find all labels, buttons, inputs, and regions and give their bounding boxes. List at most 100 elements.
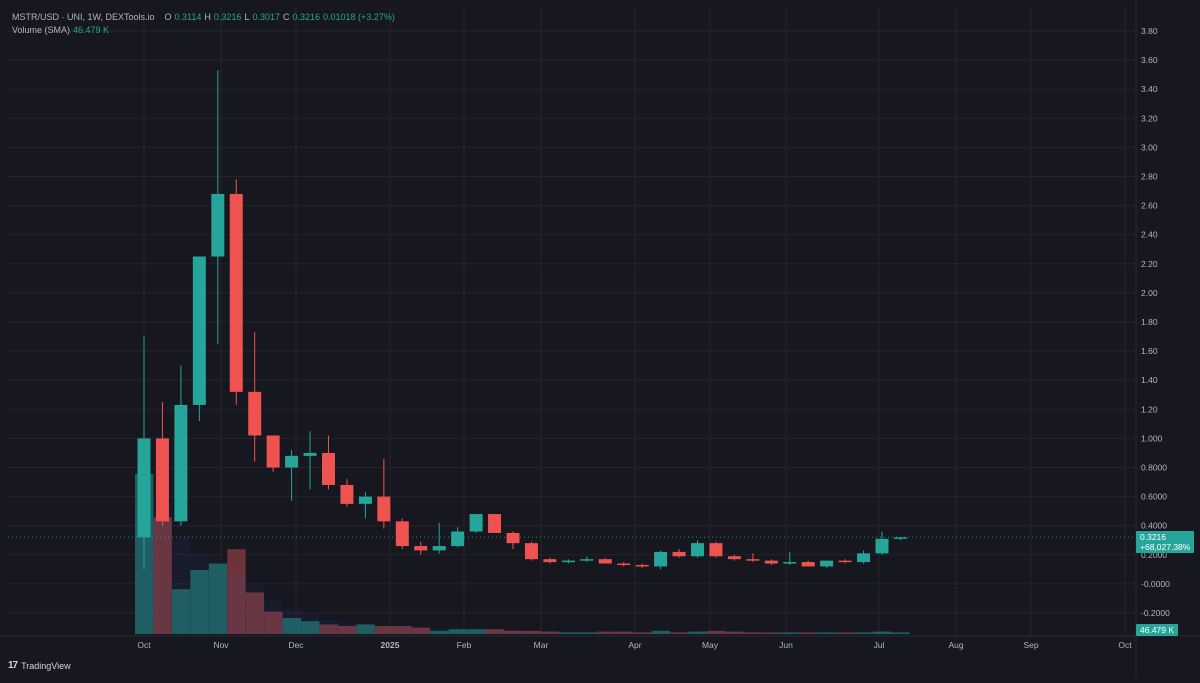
candle [709, 541, 723, 558]
candle [820, 560, 834, 568]
volume-sma-bar [836, 632, 855, 634]
candle-body [764, 560, 778, 564]
volume-label[interactable]: Volume (SMA) [12, 25, 71, 35]
ohlc-change-value: 0.01018 (+3.27%) [323, 12, 395, 22]
candle-body [857, 553, 871, 563]
volume-bar [282, 618, 301, 634]
volume-bar [430, 630, 449, 634]
volume-bar [688, 631, 707, 634]
x-tick-label: Mar [534, 640, 549, 650]
x-tick-label: Apr [628, 640, 641, 650]
volume-sma-bar [725, 631, 744, 634]
candle-body [875, 538, 889, 554]
candle [322, 435, 335, 490]
volume-bar [559, 632, 578, 634]
candle [506, 531, 520, 549]
candle [746, 553, 760, 563]
candle [893, 537, 907, 541]
symbol-name[interactable]: MSTR/USD · UNI, 1W, DEXTools.io [12, 12, 155, 22]
x-tick-label: Jul [874, 640, 885, 650]
y-tick-label: 3.40 [1141, 84, 1158, 94]
volume-bar [780, 632, 800, 634]
volume-bar [448, 629, 468, 634]
candle [137, 336, 151, 570]
volume-bar [208, 563, 228, 634]
volume-sma-bar [171, 538, 191, 634]
y-tick-label: 0.2000 [1141, 550, 1167, 560]
candle-body [506, 532, 520, 544]
ohlc-open-key: O [164, 12, 172, 22]
y-tick-label: 1.20 [1141, 404, 1158, 414]
candle [801, 560, 815, 567]
tradingview-logo-icon: 17 [8, 660, 18, 671]
candle [192, 256, 206, 421]
candle-body [174, 404, 188, 522]
volume-bar [485, 629, 504, 634]
volume-bar [264, 611, 283, 634]
volume-bar [854, 632, 873, 634]
candle [617, 562, 631, 567]
volume-bar [670, 632, 689, 634]
volume-sma-bar [596, 631, 615, 634]
y-tick-label: -0.2000 [1141, 608, 1170, 618]
candle-body [229, 193, 243, 392]
volume-bar [762, 632, 781, 634]
tradingview-branding[interactable]: 17 TradingView [8, 660, 71, 671]
candle-body [543, 559, 557, 563]
candle [764, 559, 778, 565]
y-tick-label: 2.60 [1141, 201, 1158, 211]
volume-sma-bar [319, 619, 338, 634]
volume-bar [633, 632, 652, 634]
x-tick-label: Oct [1118, 640, 1132, 650]
candle [358, 492, 372, 519]
candle-body [820, 560, 834, 567]
candle-body [137, 438, 151, 538]
volume-sma-bar [504, 630, 523, 634]
volume-bar [411, 627, 431, 634]
y-tick-label: 0.6000 [1141, 492, 1167, 502]
volume-bar [393, 626, 412, 634]
volume-sma-bar [485, 629, 504, 634]
volume-sma-bar [227, 573, 246, 634]
candle [229, 179, 243, 405]
volume-sma-bar [301, 614, 320, 634]
last-price-change: +68,027.38% [1140, 542, 1191, 552]
candle [672, 548, 686, 558]
volume-bar [817, 632, 837, 634]
candle [857, 550, 871, 564]
volume-sma-bar [245, 586, 265, 634]
candle [303, 431, 317, 490]
volume-bar [614, 631, 634, 634]
x-tick-label: Dec [288, 640, 304, 650]
volume-sma-bar [780, 632, 800, 634]
volume-sma-bar [430, 628, 449, 634]
x-tick-label: Oct [137, 640, 151, 650]
x-tick-label: Feb [457, 640, 472, 650]
ohlc-close-key: C [282, 12, 290, 22]
volume-sma-bar [374, 626, 394, 634]
candle-body [303, 452, 317, 456]
volume-bar [467, 629, 486, 634]
candles-group [137, 70, 907, 570]
candle [838, 559, 852, 564]
candle [543, 557, 557, 564]
volume-bar [577, 632, 597, 634]
x-tick-label: May [702, 640, 719, 650]
x-tick-label: Jun [779, 640, 793, 650]
candle-body [377, 496, 391, 522]
candle-body [672, 551, 686, 557]
candle [691, 540, 704, 558]
volume-bar [153, 517, 172, 634]
candle-body [654, 551, 668, 567]
candle [469, 514, 483, 533]
volume-sma-bar [706, 631, 726, 634]
ohlc-close-value: 0.3216 [292, 12, 321, 22]
volume-value: 46.479 K [73, 25, 110, 35]
volume-sma-bar [522, 630, 541, 634]
candle-body [801, 562, 815, 567]
volume-sma-bar [651, 631, 670, 634]
candle-body [617, 563, 631, 566]
volume-sma-group [135, 506, 910, 634]
